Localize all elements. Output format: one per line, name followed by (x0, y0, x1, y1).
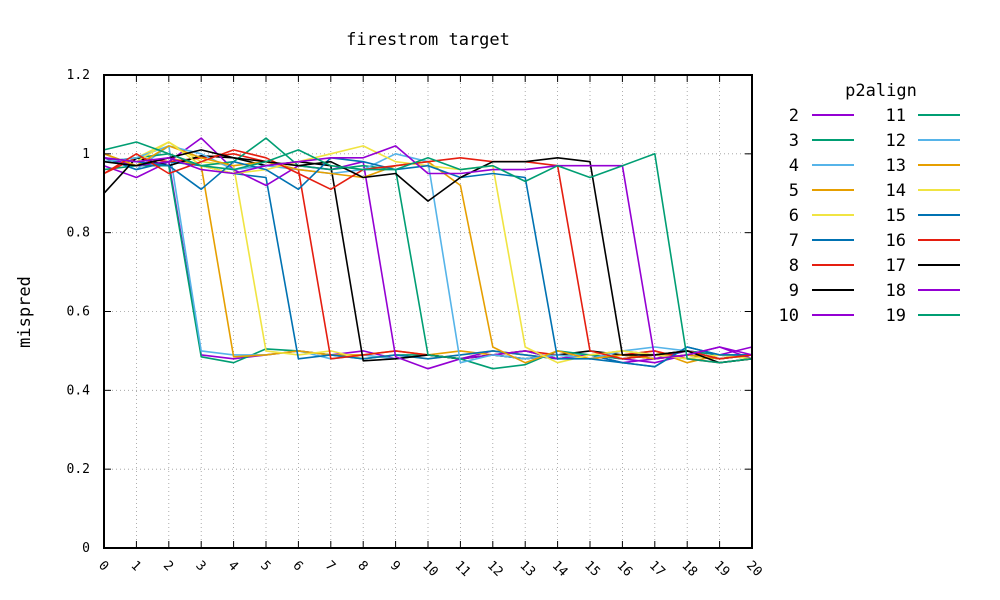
x-tick-label: 17 (646, 558, 668, 580)
x-tick-label: 20 (743, 558, 765, 580)
y-tick-label: 1.2 (67, 68, 90, 83)
legend-label: 9 (789, 281, 799, 301)
x-tick-label: 6 (290, 558, 306, 574)
series-line-9 (103, 155, 753, 362)
chart-title: firestrom target (346, 30, 510, 50)
x-tick-label: 7 (322, 558, 338, 574)
legend-label: 12 (886, 131, 906, 151)
x-tick-label: 12 (484, 558, 506, 580)
x-tick-label: 14 (549, 558, 571, 580)
y-tick-label: 1 (82, 147, 90, 162)
legend-label: 15 (886, 206, 906, 226)
legend-label: 14 (886, 181, 906, 201)
x-tick-label: 18 (678, 558, 700, 580)
grid-lines (103, 74, 753, 549)
legend-label: 10 (779, 306, 799, 326)
legend-label: 8 (789, 256, 799, 276)
legend-label: 6 (789, 206, 799, 226)
legend-label: 4 (789, 156, 799, 176)
y-tick-label: 0.8 (67, 226, 90, 241)
x-tick-label: 5 (257, 558, 273, 574)
x-tick-label: 9 (387, 558, 403, 574)
legend-label: 11 (886, 106, 906, 126)
series-lines (103, 137, 753, 370)
series-line-18 (103, 145, 753, 360)
y-axis-ticks: 0 0.2 0.4 0.6 0.8 1 1.2 (67, 68, 752, 556)
legend-label: 13 (886, 156, 906, 176)
x-tick-label: 3 (192, 558, 208, 574)
legend-label: 5 (789, 181, 799, 201)
x-tick-label: 11 (452, 558, 474, 580)
legend-label: 19 (886, 306, 906, 326)
x-tick-label: 15 (581, 558, 603, 580)
series-line-13 (103, 145, 753, 364)
series-line-19 (103, 141, 753, 364)
legend-label: 17 (886, 256, 906, 276)
series-line-10 (103, 137, 753, 370)
y-tick-label: 0 (82, 541, 90, 556)
x-tick-label: 2 (160, 558, 176, 574)
x-tick-label: 0 (95, 558, 111, 574)
x-tick-label: 16 (614, 558, 636, 580)
x-tick-label: 13 (516, 558, 538, 580)
y-axis-label: mispred (15, 276, 35, 348)
legend-label: 7 (789, 231, 799, 251)
series-line-15 (103, 157, 752, 368)
series-line-4 (103, 145, 753, 360)
legend-label: 18 (886, 281, 906, 301)
legend-label: 3 (789, 131, 799, 151)
series-line-12 (103, 145, 753, 364)
y-tick-label: 0.2 (67, 462, 90, 477)
legend: p2align 2 3 4 5 6 7 8 9 10 11 12 13 14 15 16 17 18 19 (779, 81, 960, 326)
x-tick-label: 8 (354, 558, 370, 574)
y-tick-label: 0.6 (67, 305, 90, 320)
x-tick-label: 4 (225, 558, 241, 574)
legend-title: p2align (845, 81, 917, 101)
y-tick-label: 0.4 (67, 383, 91, 398)
series-line-17 (103, 149, 753, 364)
legend-label: 16 (886, 231, 906, 251)
legend-label: 2 (789, 106, 799, 126)
series-line-6 (103, 141, 753, 360)
x-tick-label: 10 (419, 558, 441, 580)
x-tick-label: 19 (711, 558, 733, 580)
x-tick-label: 1 (128, 558, 144, 574)
series-line-16 (103, 149, 753, 360)
